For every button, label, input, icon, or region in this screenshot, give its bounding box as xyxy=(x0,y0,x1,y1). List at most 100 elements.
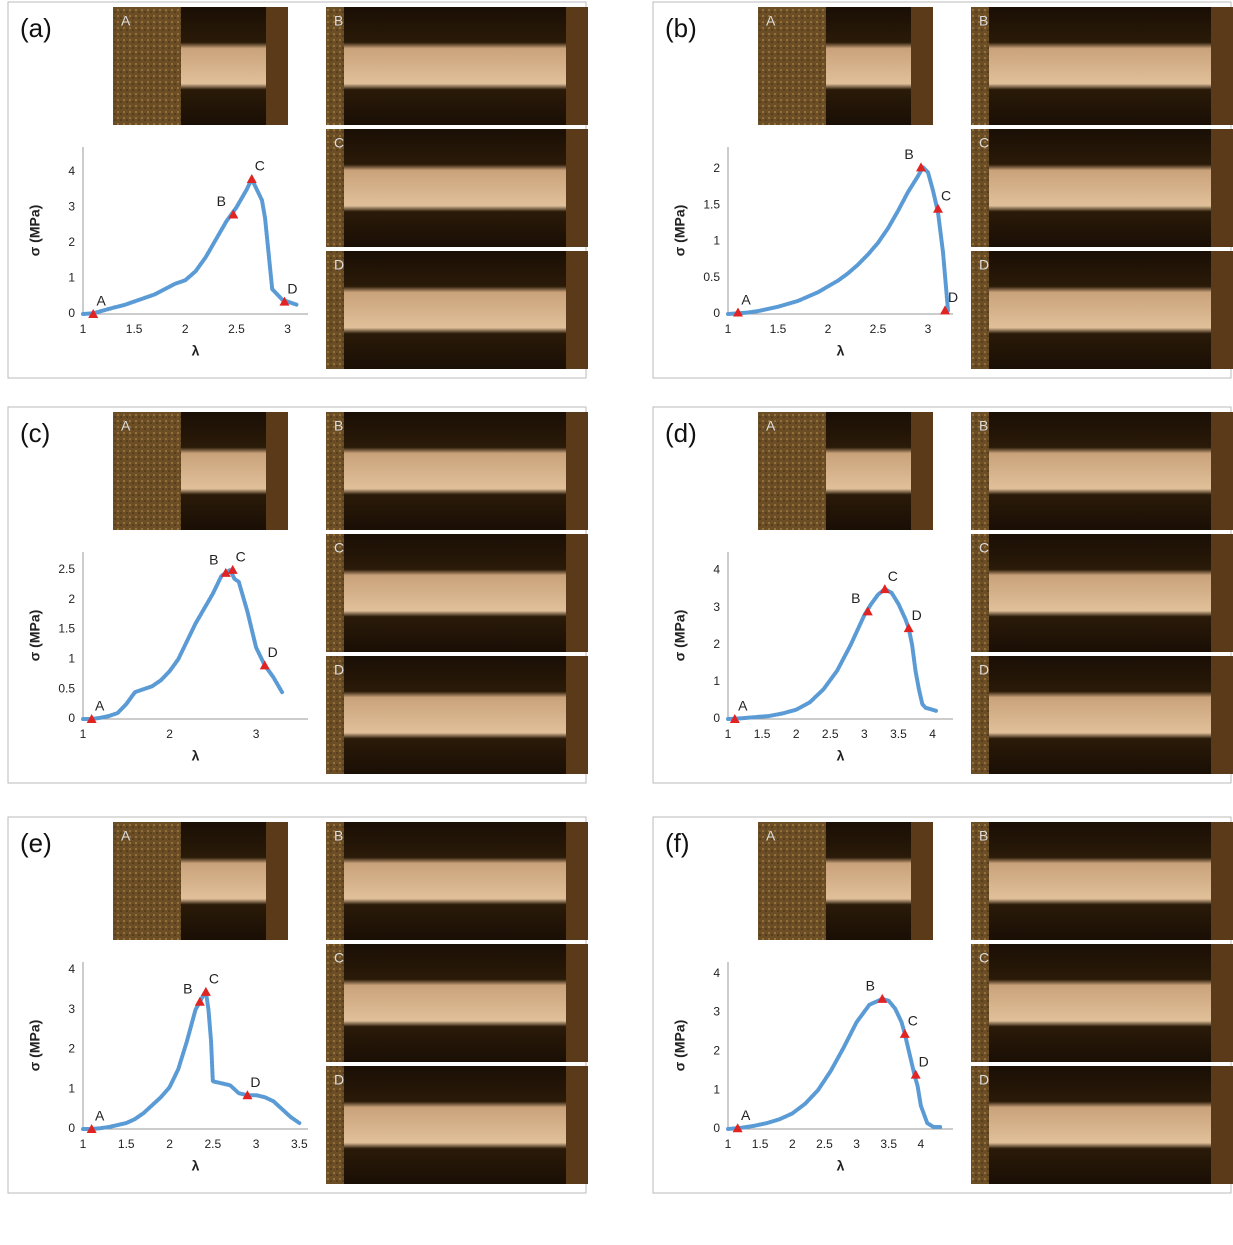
panel-label: (d) xyxy=(665,418,697,448)
y-tick-label: 2 xyxy=(713,161,720,175)
x-tick-label: 1 xyxy=(725,1137,732,1151)
marker xyxy=(903,623,914,633)
annotation: D xyxy=(948,289,958,305)
photo-label: C xyxy=(979,540,989,556)
photo-background xyxy=(971,1066,989,1184)
marker xyxy=(877,993,888,1003)
marker xyxy=(933,203,943,213)
marker xyxy=(899,1028,910,1038)
y-tick-label: 1.5 xyxy=(703,197,720,211)
photo-background xyxy=(326,251,344,369)
x-tick-label: 2 xyxy=(166,1137,173,1151)
data-line xyxy=(726,587,938,721)
marker xyxy=(279,296,290,306)
photo-label: D xyxy=(334,257,344,273)
x-tick-label: 1 xyxy=(725,727,732,741)
data-line xyxy=(81,567,285,721)
y-tick-label: 4 xyxy=(713,966,720,980)
ruler xyxy=(266,412,288,530)
annotation: C xyxy=(888,568,898,584)
photo xyxy=(326,822,588,940)
annotation: D xyxy=(268,644,278,660)
x-tick-label: 2 xyxy=(166,727,173,741)
y-tick-label: 1 xyxy=(713,674,720,688)
y-axis-title: σ (MPa) xyxy=(27,205,43,257)
photo-label: B xyxy=(334,828,343,844)
photo xyxy=(326,656,588,774)
y-tick-label: 1.5 xyxy=(58,622,75,636)
photo-background xyxy=(971,534,989,652)
panel-label: (a) xyxy=(20,13,52,43)
y-tick-label: 0 xyxy=(68,711,75,725)
photo-background xyxy=(326,412,344,530)
marker xyxy=(916,162,926,172)
photo-background xyxy=(326,129,344,247)
x-axis-title: λ xyxy=(192,1158,200,1174)
photo-label: C xyxy=(979,135,989,151)
annotation: B xyxy=(866,978,875,994)
ruler xyxy=(911,7,933,125)
photo-label: B xyxy=(334,418,343,434)
panel-label: (f) xyxy=(665,828,690,858)
ruler xyxy=(1211,7,1233,125)
x-tick-label: 2.5 xyxy=(822,727,839,741)
y-axis-title: σ (MPa) xyxy=(672,205,688,257)
marker xyxy=(732,1123,743,1133)
marker xyxy=(246,173,257,183)
marker xyxy=(940,305,950,315)
ruler xyxy=(566,251,588,369)
photo-background xyxy=(971,822,989,940)
annotation: D xyxy=(919,1053,929,1069)
photo xyxy=(326,1066,588,1184)
photo-background xyxy=(113,822,181,940)
y-tick-label: 0 xyxy=(713,1121,720,1135)
marker xyxy=(194,996,205,1006)
annotation: C xyxy=(941,187,951,203)
photo xyxy=(971,412,1233,530)
x-tick-label: 2.5 xyxy=(816,1137,833,1151)
ruler xyxy=(566,7,588,125)
photo xyxy=(326,129,588,247)
panel-label: (c) xyxy=(20,418,50,448)
annotation: C xyxy=(209,971,219,987)
x-tick-label: 2 xyxy=(182,322,189,336)
x-tick-label: 1 xyxy=(80,1137,87,1151)
photo-label: D xyxy=(334,1072,344,1088)
ruler xyxy=(566,822,588,940)
data-line xyxy=(726,165,950,316)
marker xyxy=(228,209,239,219)
photo-label: D xyxy=(979,257,989,273)
x-tick-label: 2.5 xyxy=(870,322,887,336)
x-tick-label: 3 xyxy=(253,1137,260,1151)
photo xyxy=(971,944,1233,1062)
photo-background xyxy=(326,1066,344,1184)
photo-label: A xyxy=(121,418,131,434)
x-axis-title: λ xyxy=(192,748,200,764)
photo-background xyxy=(113,412,181,530)
photo xyxy=(971,1066,1233,1184)
photo xyxy=(326,944,588,1062)
y-tick-label: 0 xyxy=(713,306,720,320)
y-tick-label: 2 xyxy=(713,637,720,651)
annotation: B xyxy=(183,980,192,996)
photo-label: B xyxy=(979,418,988,434)
photo-label: B xyxy=(979,13,988,29)
y-tick-label: 2.5 xyxy=(58,562,75,576)
photo xyxy=(971,656,1233,774)
photo xyxy=(971,822,1233,940)
x-axis-title: λ xyxy=(192,343,200,359)
photo-background xyxy=(326,7,344,125)
photo-background xyxy=(971,129,989,247)
ruler xyxy=(1211,251,1233,369)
x-tick-label: 3 xyxy=(284,322,291,336)
ruler xyxy=(1211,534,1233,652)
photo xyxy=(326,534,588,652)
ruler xyxy=(566,412,588,530)
x-tick-label: 1.5 xyxy=(752,1137,769,1151)
annotation: A xyxy=(741,1107,751,1123)
marker xyxy=(88,309,99,318)
data-line xyxy=(726,996,943,1131)
x-tick-label: 1.5 xyxy=(126,322,143,336)
y-tick-label: 3 xyxy=(713,600,720,614)
x-tick-label: 3.5 xyxy=(890,727,907,741)
